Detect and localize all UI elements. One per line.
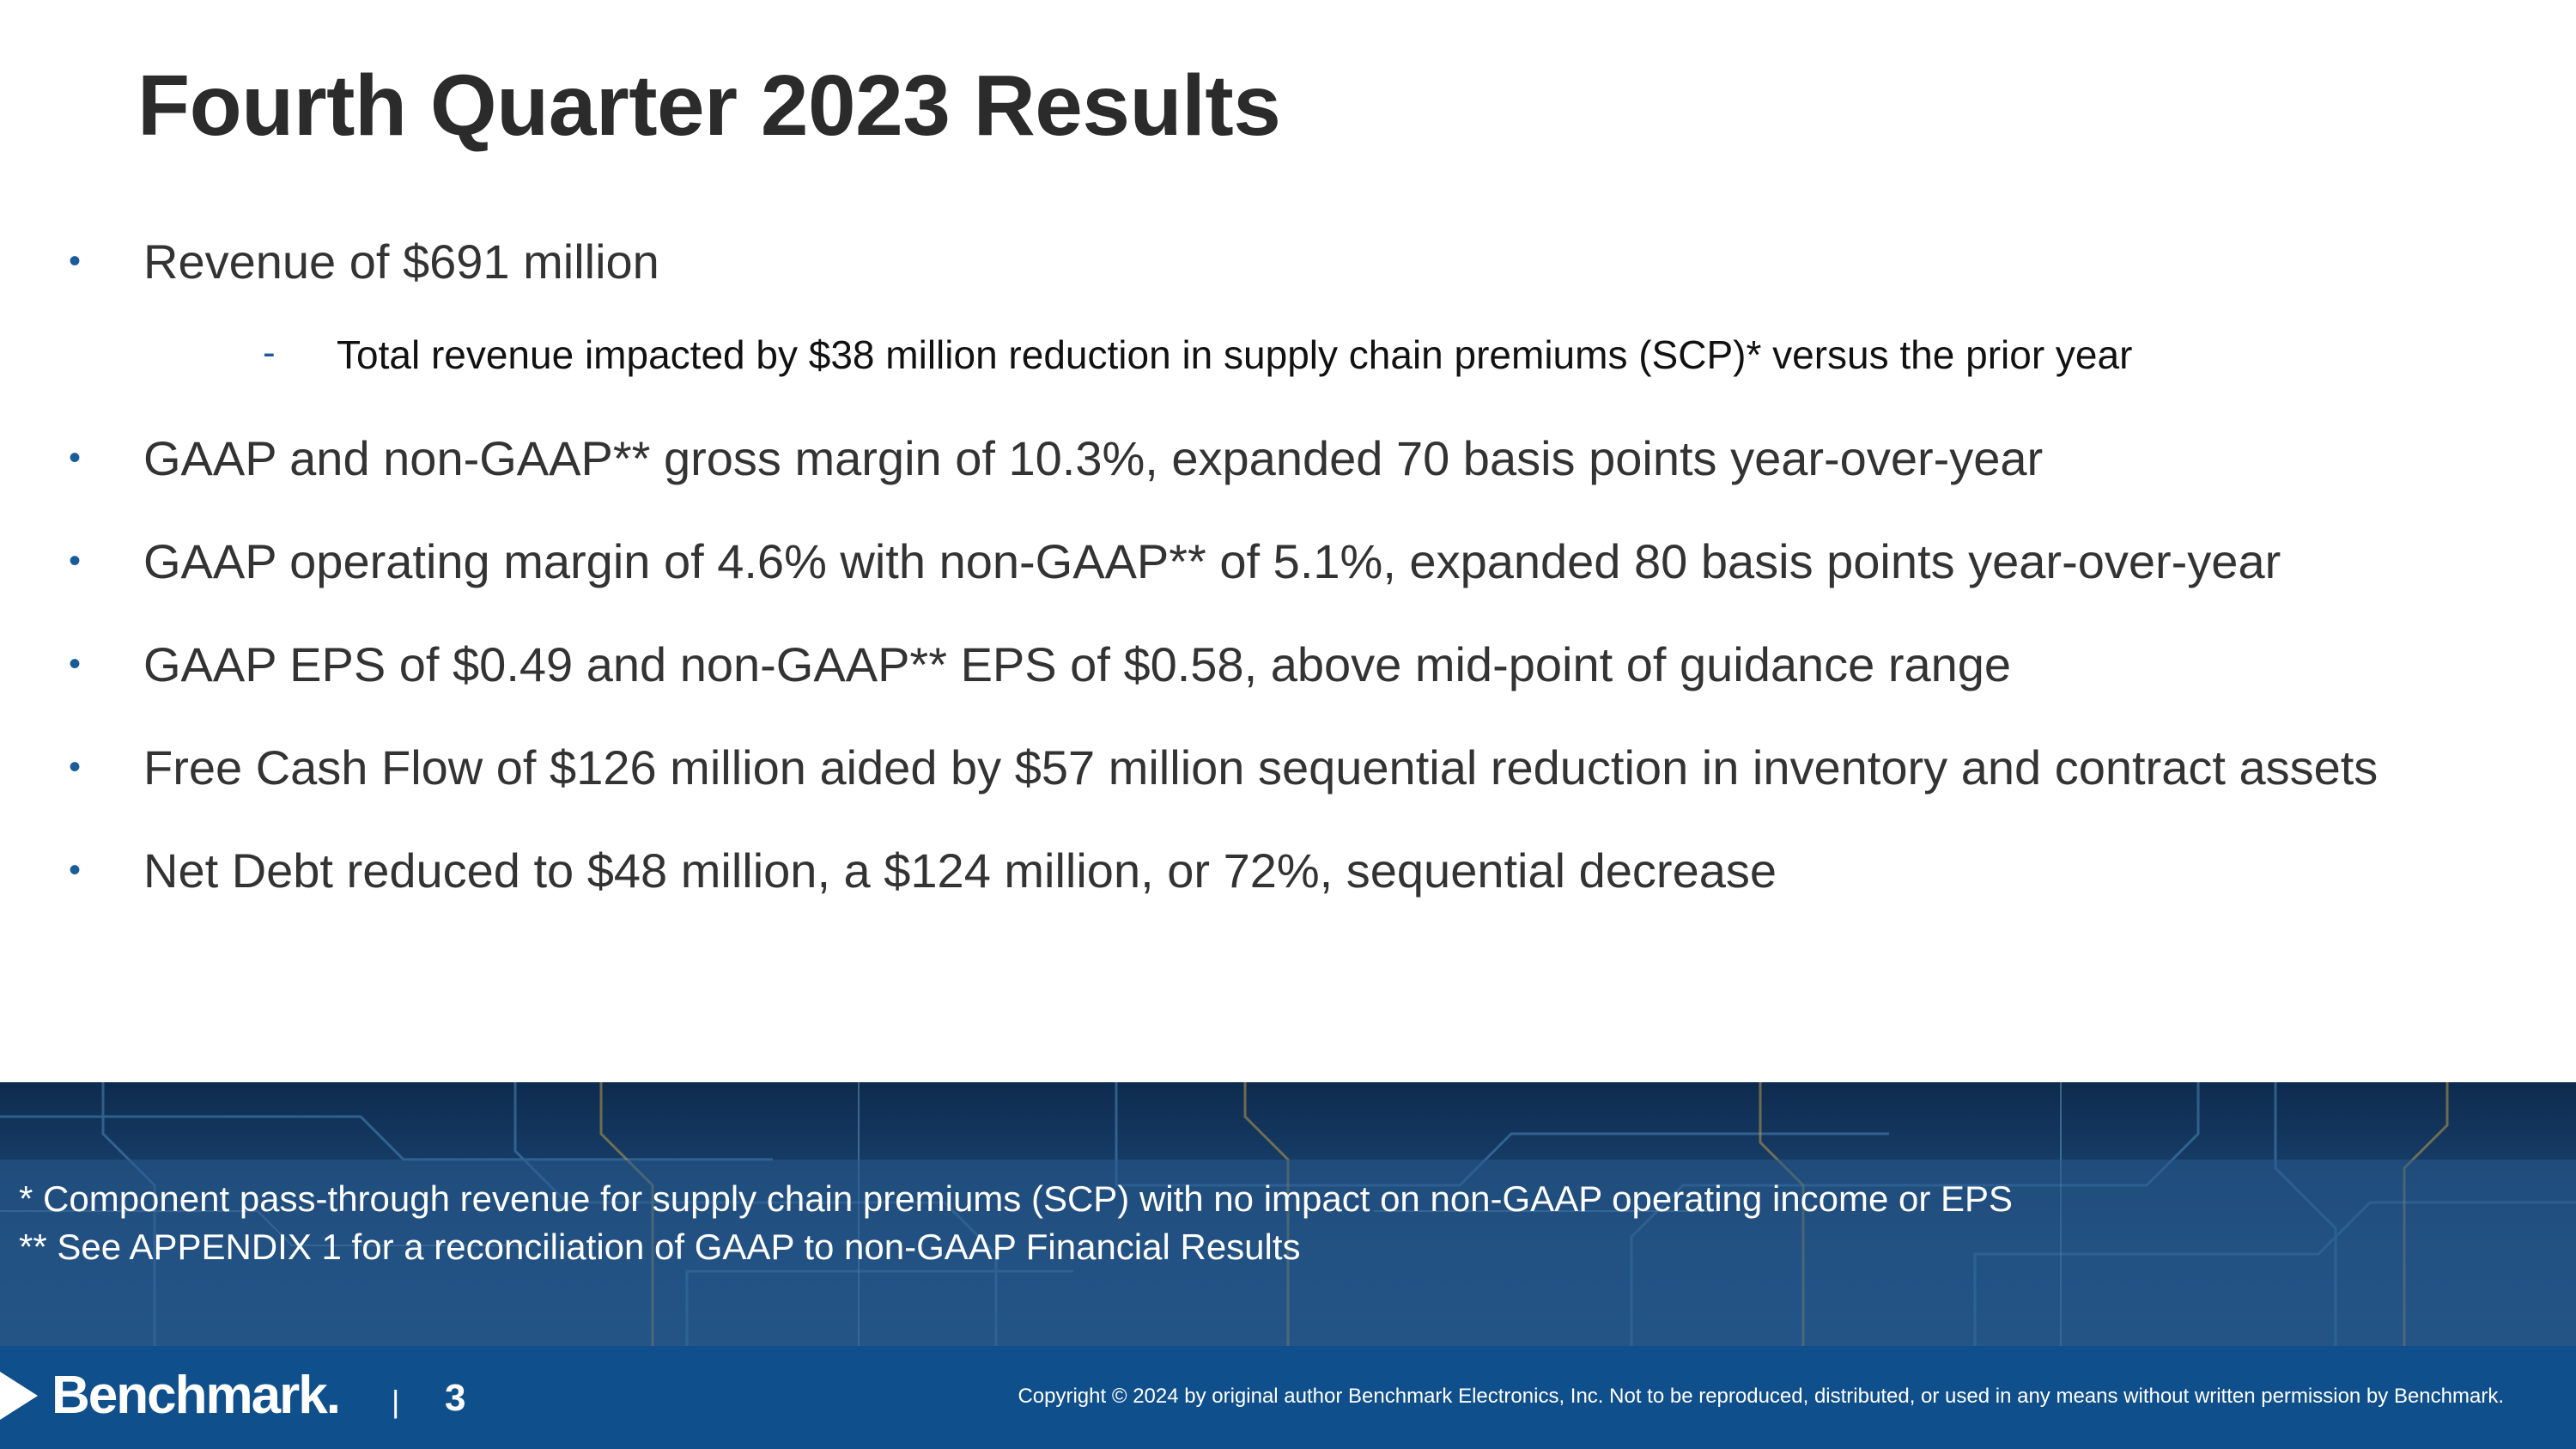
bullet-marker: • bbox=[69, 242, 82, 280]
page-title: Fourth Quarter 2023 Results bbox=[137, 58, 1281, 154]
bullet-marker: • bbox=[69, 851, 82, 889]
bullet-text: GAAP and non-GAAP** gross margin of 10.3… bbox=[143, 431, 2044, 485]
bullet-marker: • bbox=[69, 645, 82, 683]
bullet-text: GAAP EPS of $0.49 and non-GAAP** EPS of … bbox=[143, 637, 2012, 691]
footnote-appendix: ** See APPENDIX 1 for a reconciliation o… bbox=[19, 1227, 1301, 1267]
sub-bullet-marker: - bbox=[263, 332, 276, 374]
footnote-panel bbox=[0, 1160, 2576, 1346]
bullet-marker: • bbox=[69, 542, 82, 580]
footer-bar: Benchmark. | 3 Copyright © 2024 by origi… bbox=[0, 1346, 2576, 1449]
footnote-scp: * Component pass-through revenue for sup… bbox=[19, 1178, 2014, 1219]
copyright-notice: Copyright © 2024 by original author Benc… bbox=[1018, 1385, 2504, 1408]
bullet-text: Free Cash Flow of $126 million aided by … bbox=[143, 740, 2379, 795]
benchmark-logo: Benchmark. bbox=[52, 1366, 341, 1425]
bullet-marker: • bbox=[69, 748, 82, 786]
bullet-text: GAAP operating margin of 4.6% with non-G… bbox=[143, 534, 2281, 588]
bullet-marker: • bbox=[69, 439, 82, 477]
page-number: 3 bbox=[445, 1377, 466, 1419]
footer-separator: | bbox=[392, 1384, 400, 1419]
bullet-text: Net Debt reduced to $48 million, a $124 … bbox=[143, 843, 1777, 898]
bullet-text: Revenue of $691 million bbox=[143, 234, 659, 289]
benchmark-logo-arrow-icon bbox=[0, 1372, 38, 1420]
sub-bullet-text: Total revenue impacted by $38 million re… bbox=[337, 332, 2133, 377]
